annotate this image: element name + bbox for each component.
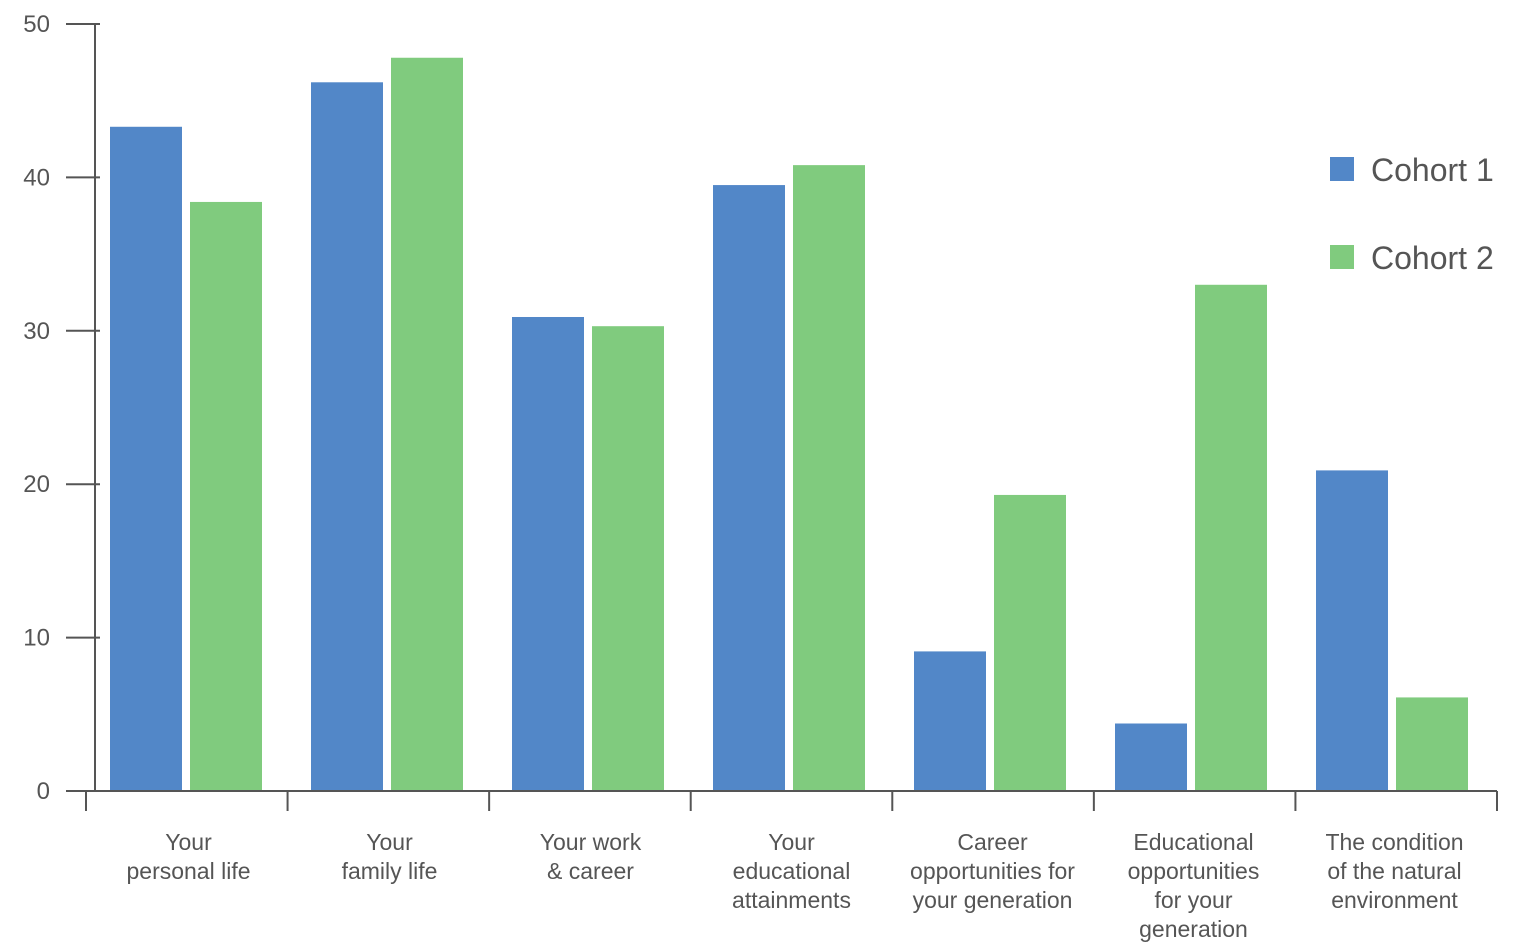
y-axis: 0 10 20 30 40 50: [23, 11, 100, 805]
bar-cohort-1-3: [713, 185, 785, 791]
bar-cohort-2-3: [793, 165, 865, 792]
x-category-label: Career opportunities for your generation: [910, 829, 1075, 913]
bar-cohort-1-5: [1115, 723, 1187, 791]
x-axis: Your personal life Your family life Your wor…: [85, 790, 1498, 942]
y-tick-label: 0: [37, 778, 50, 805]
y-tick-label: 30: [23, 318, 50, 345]
bar-cohort-2-6: [1396, 697, 1468, 791]
bar-cohort-1-4: [914, 651, 986, 791]
x-category-label: Your educational attainments: [732, 829, 851, 913]
x-category-label: Your family life: [342, 829, 438, 884]
bar-cohort-1-6: [1316, 470, 1388, 791]
bar-cohort-1-2: [512, 316, 584, 791]
x-category-label: The condition of the natural environment: [1325, 829, 1463, 913]
bar-cohort-2-5: [1195, 284, 1267, 791]
legend-label: Cohort 1: [1371, 152, 1494, 188]
bar-cohort-1-1: [311, 82, 383, 792]
bars: [110, 57, 1468, 792]
bar-cohort-2-2: [592, 326, 664, 791]
legend-swatch: [1330, 157, 1354, 181]
x-category-label: Educational opportunities for your generati…: [1128, 829, 1260, 942]
x-category-label: Your work & career: [540, 829, 642, 884]
y-tick-label: 20: [23, 471, 50, 498]
y-tick-label: 10: [23, 625, 50, 652]
bar-cohort-2-0: [190, 201, 262, 792]
bar-cohort-1-0: [110, 126, 182, 791]
bar-cohort-2-4: [994, 494, 1066, 791]
legend-swatch: [1330, 245, 1354, 269]
y-tick-label: 50: [23, 11, 50, 38]
legend-label: Cohort 2: [1371, 240, 1494, 276]
y-tick-label: 40: [23, 164, 50, 191]
legend: Cohort 1 Cohort 2: [1330, 152, 1494, 276]
bar-cohort-2-1: [391, 57, 463, 792]
x-category-label: Your personal life: [126, 829, 250, 884]
